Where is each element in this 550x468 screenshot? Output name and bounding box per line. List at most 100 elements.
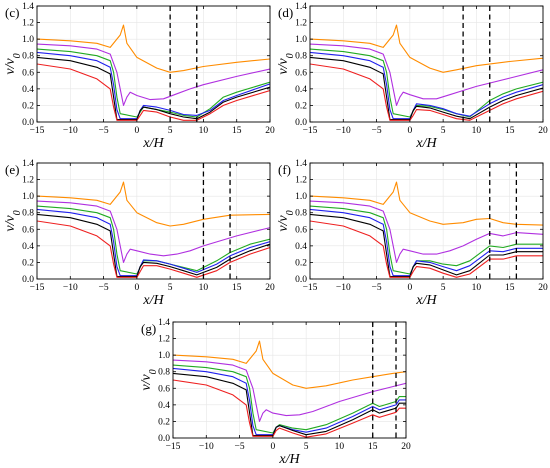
x-tick-label: 10 [199, 283, 209, 293]
y-tick-label: 1.0 [295, 35, 307, 45]
series-group [37, 181, 270, 278]
y-tick-label: 0.2 [295, 101, 307, 111]
panel-label: (c) [5, 5, 19, 20]
series-line [37, 208, 270, 277]
y-tick-label: 0.0 [22, 118, 34, 128]
y-tick-label: 0.8 [158, 368, 170, 378]
y-tick-label: 1.4 [295, 2, 307, 12]
y-axis-label: v/v0 [3, 210, 23, 231]
panel-label: (g) [141, 321, 156, 336]
x-tick-label: 5 [441, 283, 446, 293]
series-line [37, 43, 270, 106]
y-tick-label: 0.0 [22, 275, 34, 285]
y-tick-label: 1.2 [22, 176, 34, 186]
x-tick-label: 20 [538, 126, 548, 136]
y-tick-label: 0.6 [295, 68, 307, 78]
panel-label: (e) [5, 162, 19, 177]
x-tick-label: 0 [134, 126, 139, 136]
y-tick-label: 1.4 [22, 2, 34, 12]
series-line [173, 359, 406, 422]
panel-label: (f) [278, 162, 291, 177]
y-tick-label: 1.2 [295, 19, 307, 29]
x-tick-label: 5 [168, 126, 173, 136]
y-tick-label: 0.2 [295, 258, 307, 268]
y-tick-label: 0.4 [295, 85, 307, 95]
plot-frame [172, 321, 407, 439]
y-tick-label: 0.6 [22, 68, 34, 78]
y-tick-label: 1.4 [158, 318, 170, 328]
x-axis-label: x/H [415, 136, 437, 151]
y-axis-label: v/v0 [3, 53, 23, 74]
series-line [310, 213, 543, 278]
chart-panel: −15 −10 −5 0 5 10 15 20 0.0 0.2 0.4 0.6 0.8 1.0 1.2 1.4… [276, 2, 548, 151]
series-line [310, 181, 543, 226]
x-tick-label: 20 [538, 283, 548, 293]
y-tick-label: 0.6 [158, 384, 170, 394]
series-line [173, 372, 406, 437]
chart-panel: −15 −10 −5 0 5 10 15 20 0.0 0.2 0.4 0.6 0.8 1.0 1.2 1.4… [139, 318, 411, 467]
x-tick-label: −5 [99, 126, 109, 136]
series-group [173, 340, 406, 438]
series-line [310, 208, 543, 277]
series-line [310, 220, 543, 278]
y-tick-label: 0.0 [158, 434, 170, 444]
x-tick-label: 15 [505, 126, 515, 136]
plot-frame [309, 5, 544, 123]
series-group [310, 24, 543, 121]
series-line [310, 200, 543, 263]
chart-panel: −15 −10 −5 0 5 10 15 20 0.0 0.2 0.4 0.6 0.8 1.0 1.2 1.4… [3, 159, 275, 308]
panel-label: (d) [278, 5, 293, 20]
series-line [173, 379, 406, 438]
series-line [173, 367, 406, 436]
y-tick-label: 1.4 [22, 159, 34, 169]
series-line [37, 220, 270, 278]
x-tick-label: 0 [270, 442, 275, 452]
plot-frame [309, 162, 544, 280]
series-group [37, 24, 270, 121]
y-tick-label: 1.2 [158, 335, 170, 345]
x-tick-label: 0 [134, 283, 139, 293]
series-line [310, 24, 543, 73]
x-tick-label: 15 [232, 283, 242, 293]
x-tick-label: −10 [63, 126, 78, 136]
x-tick-label: 10 [472, 126, 482, 136]
series-line [310, 48, 543, 118]
chart-panel: −15 −10 −5 0 5 10 15 20 0.0 0.2 0.4 0.6 0.8 1.0 1.2 1.4… [276, 159, 548, 308]
series-line [37, 200, 270, 263]
series-line [173, 364, 406, 434]
series-line [37, 63, 270, 121]
x-tick-label: 0 [407, 283, 412, 293]
y-tick-label: 0.2 [22, 258, 34, 268]
x-tick-label: −10 [336, 283, 351, 293]
series-line [37, 213, 270, 278]
x-tick-label: 20 [401, 442, 411, 452]
x-tick-label: −15 [303, 126, 318, 136]
x-tick-label: 20 [265, 283, 275, 293]
y-tick-label: 1.4 [295, 159, 307, 169]
y-axis-label: v/v0 [276, 210, 296, 231]
series-line [310, 51, 543, 120]
x-tick-label: 20 [265, 126, 275, 136]
y-tick-label: 0.8 [22, 209, 34, 219]
plot-frame [36, 162, 271, 280]
x-tick-label: 0 [407, 126, 412, 136]
x-tick-label: 5 [304, 442, 309, 452]
x-tick-label: −10 [63, 283, 78, 293]
x-tick-label: −5 [372, 283, 382, 293]
x-tick-label: −10 [199, 442, 214, 452]
y-tick-label: 1.0 [22, 35, 34, 45]
y-tick-label: 1.2 [22, 19, 34, 29]
series-line [310, 43, 543, 106]
y-tick-label: 0.4 [22, 85, 34, 95]
x-tick-label: 10 [199, 126, 209, 136]
x-axis-label: x/H [278, 452, 300, 467]
x-tick-label: −5 [372, 126, 382, 136]
y-tick-label: 0.2 [158, 417, 170, 427]
x-tick-label: 15 [368, 442, 378, 452]
y-tick-label: 0.8 [295, 52, 307, 62]
y-axis-label: v/v0 [276, 53, 296, 74]
series-line [37, 56, 270, 121]
x-tick-label: 5 [441, 126, 446, 136]
x-axis-label: x/H [142, 293, 164, 308]
y-tick-label: 0.8 [295, 209, 307, 219]
